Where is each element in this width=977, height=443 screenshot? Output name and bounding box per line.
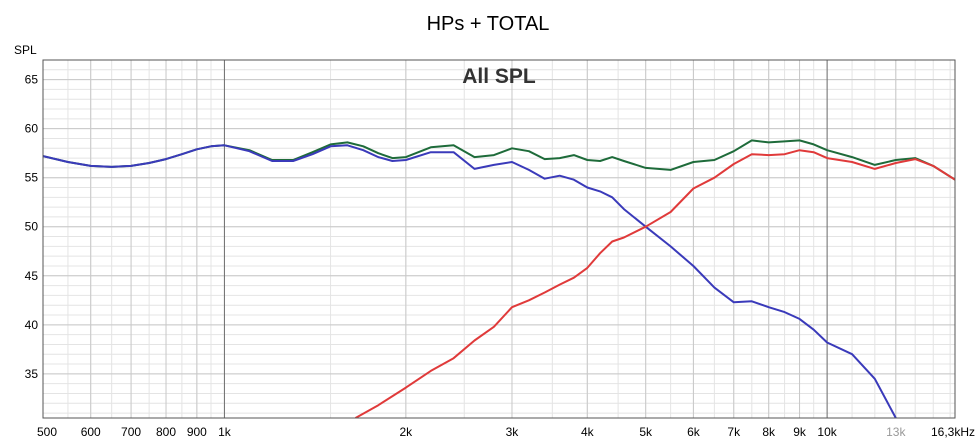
x-tick-label: 9k (793, 425, 807, 439)
x-tick-label: 3k (506, 425, 520, 439)
x-tick-label: 900 (187, 425, 207, 439)
chart-title: HPs + TOTAL (427, 13, 550, 35)
series-layer (43, 139, 955, 418)
y-tick-label: 50 (25, 220, 39, 234)
major-grid (43, 60, 955, 418)
plot-frame (42, 59, 956, 419)
plot-background (43, 60, 955, 418)
series-line-2 (43, 144, 897, 418)
x-tick-label: 500 (37, 425, 57, 439)
x-tick-label: 5k (639, 425, 653, 439)
x-tick-label: 13k (886, 425, 906, 439)
chart-subtitle: All SPL (462, 65, 536, 88)
x-tick-label: 800 (156, 425, 176, 439)
x-tick-label: 6k (687, 425, 701, 439)
y-axis-label: SPL (14, 43, 37, 57)
x-tick-label: 16,3kHz (931, 425, 975, 439)
x-tick-label: 8k (762, 425, 776, 439)
y-tick-labels: 35 40 45 50 55 60 65 (25, 73, 39, 381)
x-tick-label: 2k (400, 425, 414, 439)
x-tick-label: 600 (81, 425, 101, 439)
y-tick-label: 65 (25, 73, 39, 87)
plot-area (43, 60, 955, 418)
x-tick-label: 1k (218, 425, 232, 439)
y-tick-label: 60 (25, 122, 39, 136)
y-tick-label: 40 (25, 318, 39, 332)
x-tick-label: 700 (121, 425, 141, 439)
x-tick-label: 7k (727, 425, 741, 439)
x-tick-label: 4k (581, 425, 595, 439)
y-tick-label: 35 (25, 367, 39, 381)
y-tick-label: 45 (25, 269, 39, 283)
plot-border (42, 59, 956, 419)
x-tick-label: 10k (817, 425, 837, 439)
x-tick-labels: 500 600 700 800 900 1k 2k 3k 4k 5k 6k 7k 8k 9k 10k 13k 1… (37, 425, 975, 439)
y-tick-label: 55 (25, 171, 39, 185)
series-line-3 (355, 149, 955, 418)
